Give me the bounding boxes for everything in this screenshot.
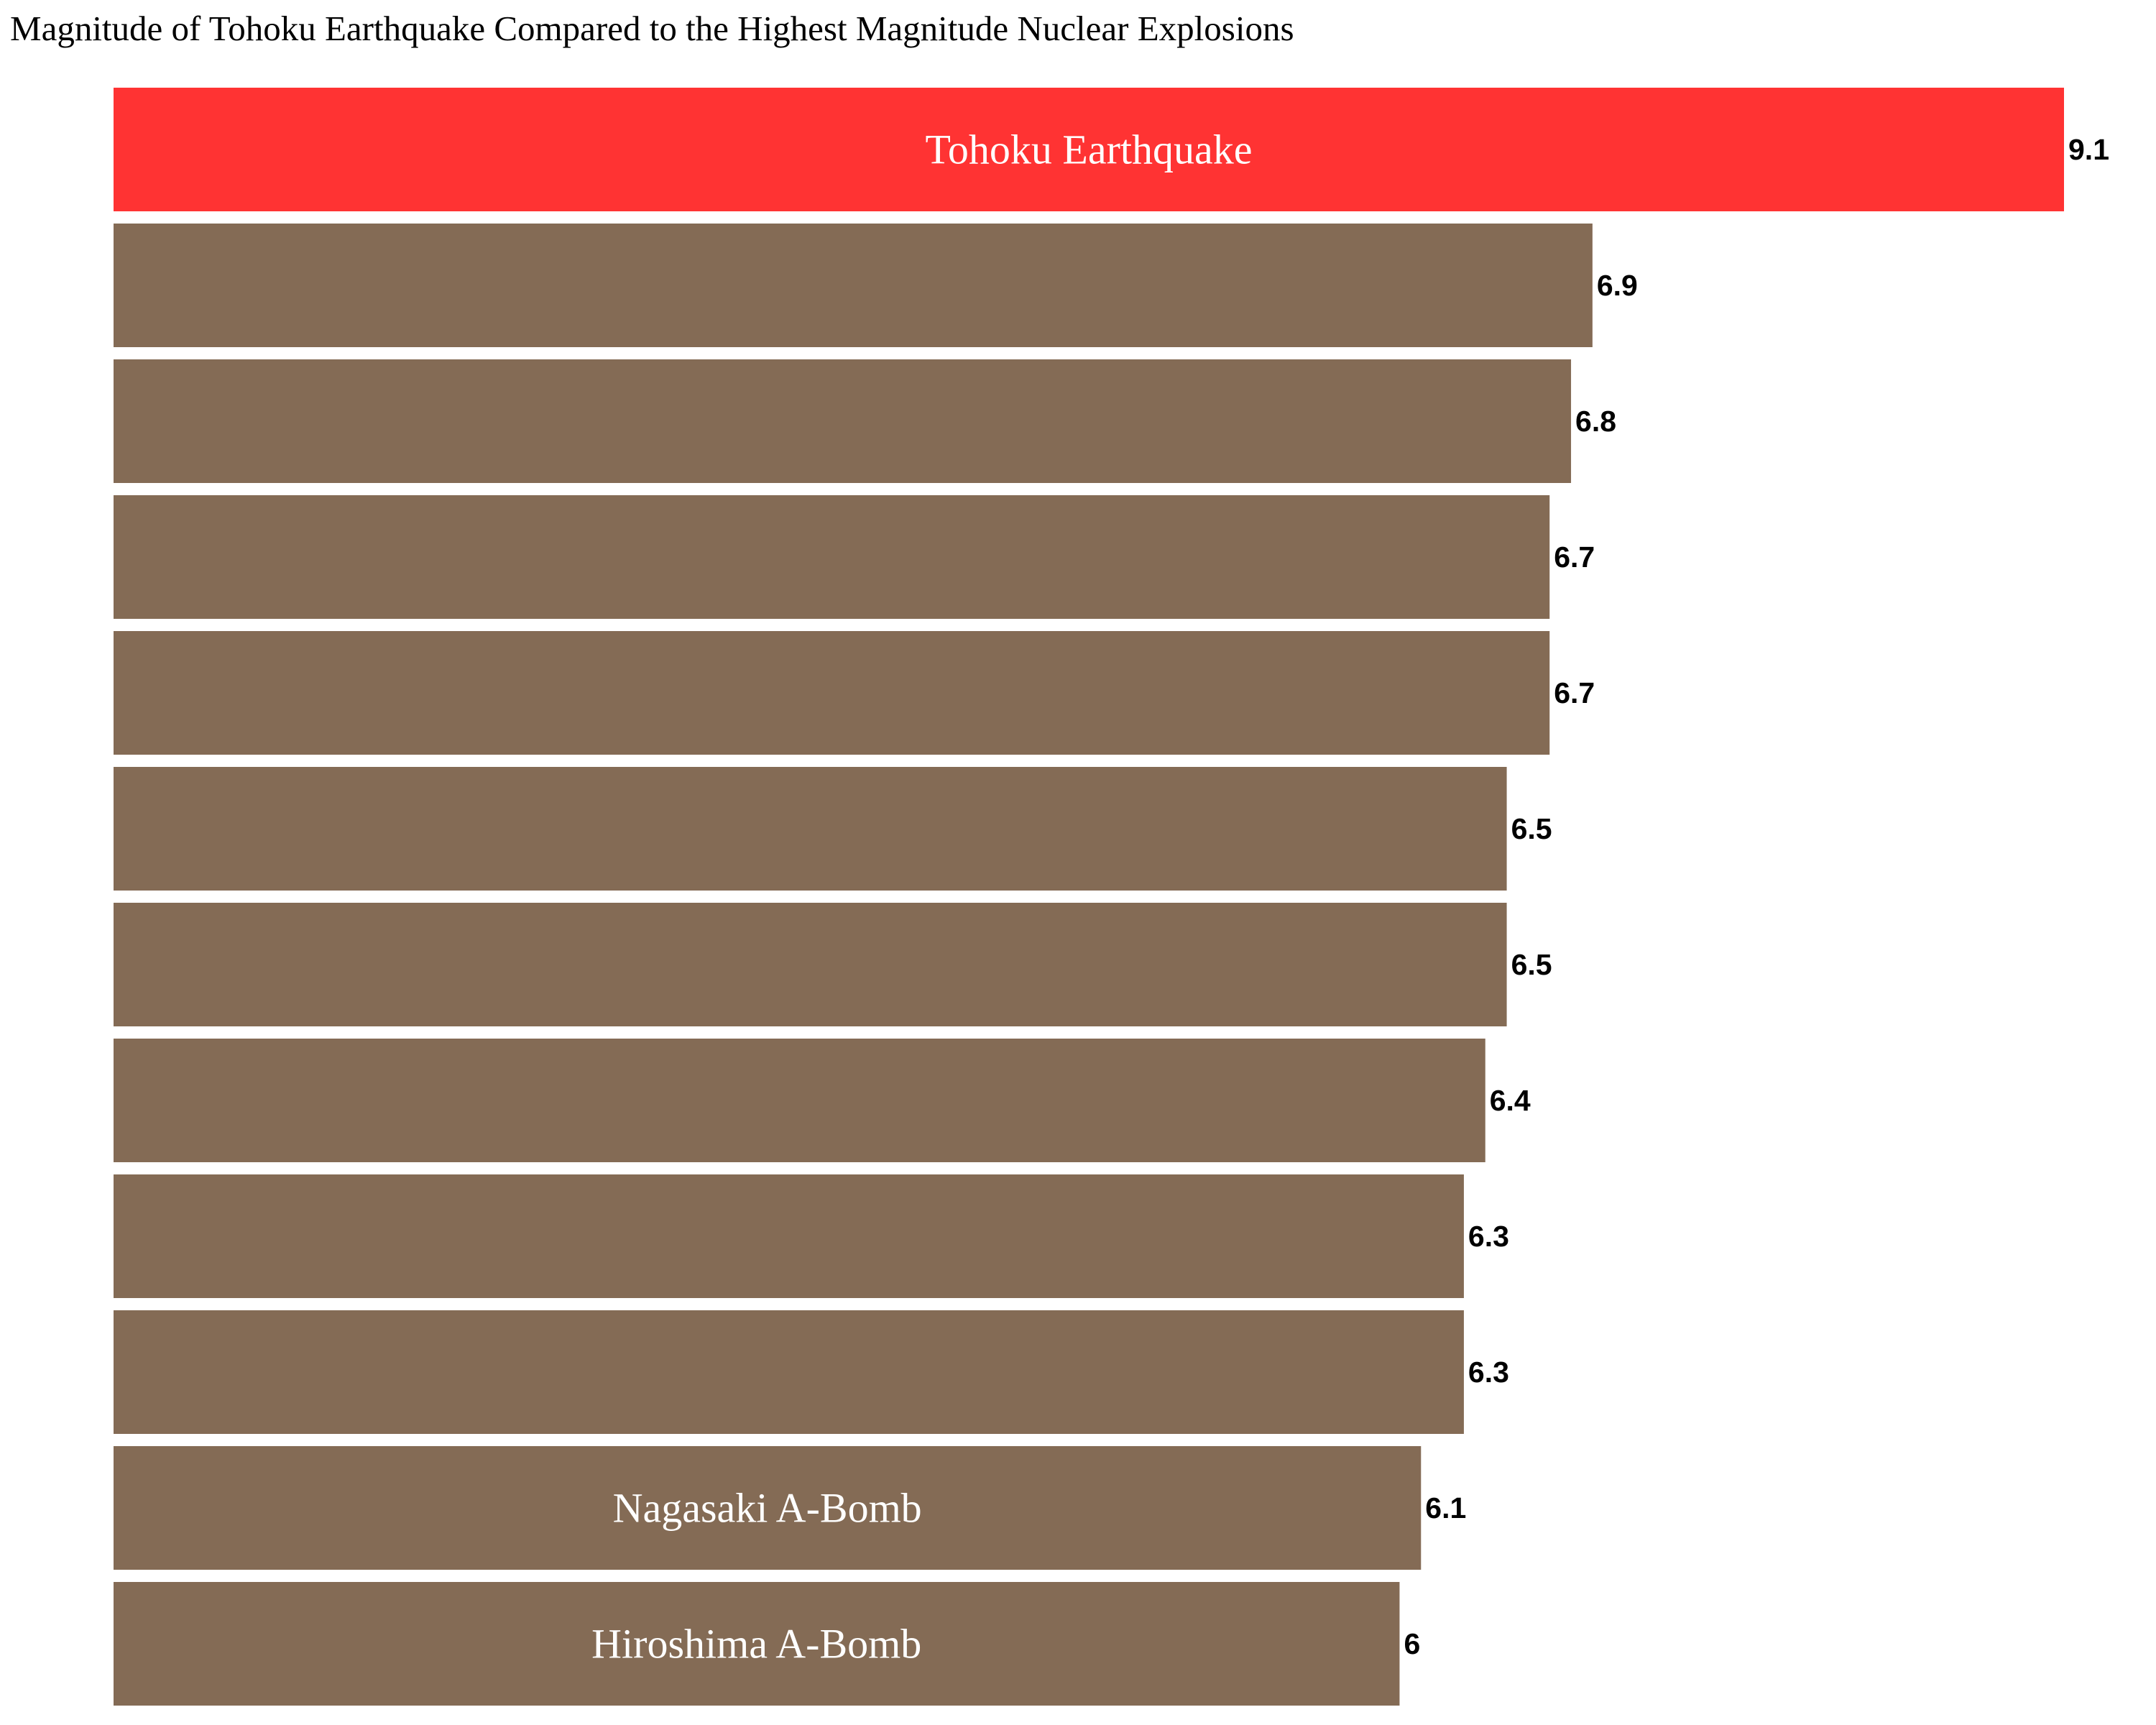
bar-2 [114, 359, 1572, 483]
bar-10 [114, 1446, 1422, 1570]
bar-3 [114, 495, 1550, 619]
value-label-5: 6.5 [1511, 812, 1552, 845]
chart-title: Magnitude of Tohoku Earthquake Compared … [10, 9, 1294, 48]
value-label-2: 6.8 [1575, 405, 1616, 438]
bar-7 [114, 1039, 1485, 1162]
bar-5 [114, 767, 1507, 891]
value-label-3: 6.7 [1554, 540, 1595, 574]
bar-11 [114, 1582, 1400, 1706]
bar-9 [114, 1310, 1464, 1434]
bar-6 [114, 903, 1507, 1026]
bar-4 [114, 631, 1550, 755]
value-label-11: 6 [1404, 1627, 1420, 1660]
value-label-8: 6.3 [1468, 1220, 1509, 1253]
value-label-4: 6.7 [1554, 676, 1595, 709]
value-label-7: 6.4 [1490, 1084, 1531, 1117]
bars-group: Tohoku Earthquake 9.1 6.9 6.8 6.7 6.7 6.5 6.5 6.… [114, 88, 2109, 1706]
value-label-9: 6.3 [1468, 1356, 1509, 1389]
bar-8 [114, 1174, 1464, 1298]
value-label-1: 6.9 [1597, 269, 1638, 302]
bar-label-11: Hiroshima A-Bomb [591, 1621, 921, 1668]
bar-0 [114, 88, 2064, 211]
value-label-10: 6.1 [1425, 1491, 1466, 1524]
value-label-0: 9.1 [2068, 133, 2109, 166]
bar-1 [114, 224, 1593, 347]
bar-label-0: Tohoku Earthquake [926, 126, 1253, 173]
bar-label-10: Nagasaki A-Bomb [613, 1485, 922, 1532]
value-label-6: 6.5 [1511, 948, 1552, 981]
